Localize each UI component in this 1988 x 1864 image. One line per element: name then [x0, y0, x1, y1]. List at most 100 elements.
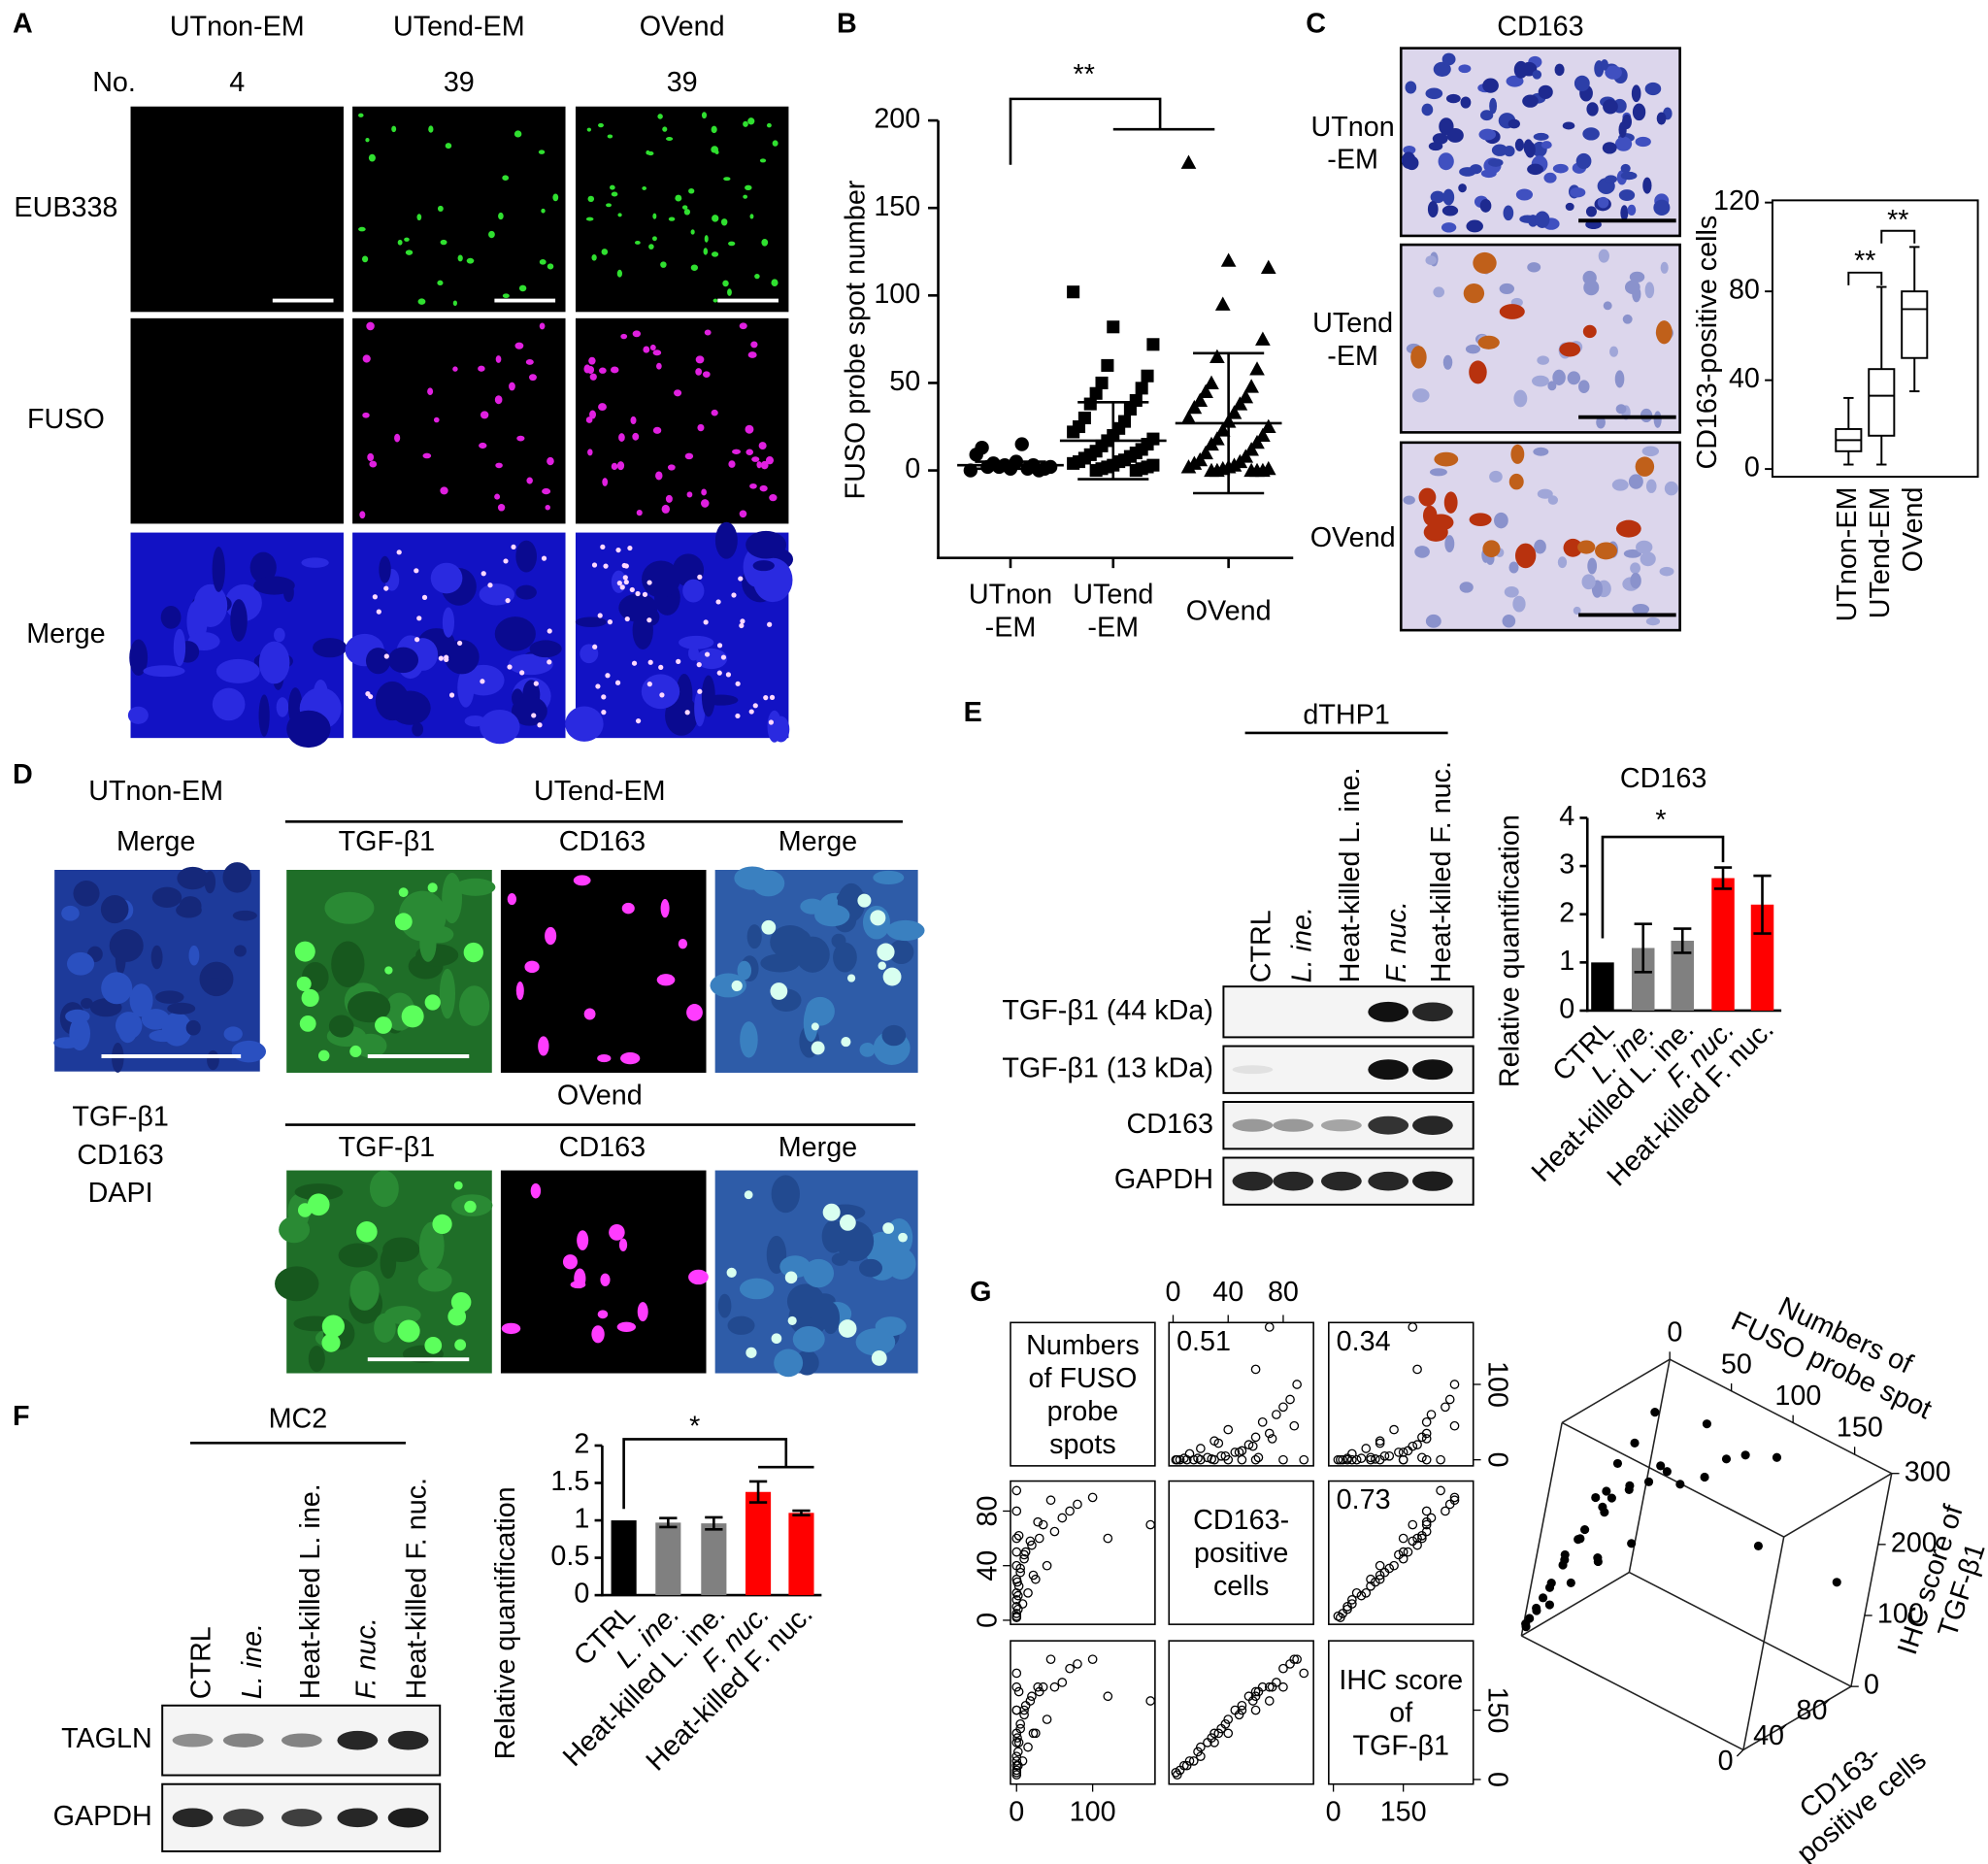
stain-spot	[101, 972, 133, 1005]
stain-spot	[585, 216, 594, 221]
data-point	[1196, 1742, 1206, 1752]
x-tick-label-box: UTend -EM	[1073, 579, 1153, 644]
stain-spot	[525, 359, 534, 365]
y-axis-label: Relative quantification	[1494, 815, 1525, 1087]
data-point-3d	[1702, 1419, 1711, 1429]
data-point	[1193, 1453, 1203, 1463]
stain-spot	[727, 288, 732, 296]
data-point	[1421, 1428, 1432, 1439]
stain-spot	[508, 653, 553, 676]
stain-spot	[712, 215, 719, 222]
data-point	[1417, 1452, 1427, 1463]
data-point	[1129, 464, 1143, 478]
data-point	[1389, 1560, 1399, 1571]
stain-spot	[652, 350, 662, 356]
micrograph	[130, 317, 344, 524]
group-label: dTHP1	[1303, 700, 1389, 731]
data-point	[1346, 1448, 1357, 1459]
stain-spot	[1630, 562, 1640, 575]
stain-spot	[422, 452, 432, 459]
stain-spot	[1441, 222, 1457, 233]
stain-spot	[494, 616, 536, 651]
data-point	[1186, 399, 1203, 415]
stain-spot	[1508, 118, 1520, 129]
blot-band	[1273, 1118, 1314, 1132]
stain-spot	[1614, 136, 1633, 151]
stain-spot	[1628, 474, 1643, 489]
stain-spot	[1533, 447, 1549, 456]
data-point	[1045, 1495, 1056, 1506]
stain-spot	[338, 1243, 379, 1268]
stain-spot	[786, 1283, 825, 1319]
data-point	[1015, 1718, 1025, 1729]
data-point	[1209, 1728, 1219, 1739]
data-point	[1267, 1434, 1277, 1444]
stain-spot	[1514, 543, 1537, 569]
stain-spot	[704, 329, 712, 336]
stain-spot	[635, 717, 642, 724]
stain-spot	[258, 641, 290, 684]
stain-spot	[552, 193, 559, 202]
stain-spot	[515, 540, 537, 573]
stain-spot	[1562, 121, 1575, 130]
stain-spot	[761, 919, 777, 935]
y-tick-label: 0	[972, 1613, 1003, 1628]
variable-label: Numbers of FUSO probe spots	[1026, 1328, 1140, 1459]
stain-spot	[575, 616, 607, 628]
stain-spot	[439, 968, 456, 1019]
stain-spot	[301, 557, 329, 568]
data-point	[1412, 1533, 1422, 1544]
blot-band	[1368, 1059, 1409, 1081]
data-point	[1065, 1663, 1075, 1674]
stain-spot	[207, 1049, 219, 1071]
stain-spot	[1653, 199, 1671, 216]
panel-label: C	[1306, 9, 1326, 40]
stain-spot	[607, 134, 613, 139]
stain-spot	[321, 1333, 341, 1352]
stain-spot	[279, 1215, 311, 1244]
stain-spot	[598, 403, 607, 411]
stain-spot	[697, 688, 703, 694]
stain-spot	[53, 1037, 81, 1048]
cube-edge	[1520, 1422, 1563, 1637]
stain-spot	[624, 616, 630, 622]
y-tick-label: 40	[1729, 363, 1760, 394]
stain-spot	[1582, 324, 1597, 339]
data-point	[1449, 1495, 1460, 1506]
stain-spot	[631, 660, 638, 666]
stain-spot	[803, 1258, 835, 1288]
stain-spot	[649, 344, 656, 351]
data-point-3d	[1560, 1549, 1570, 1560]
stain-spot	[526, 477, 533, 484]
stain-spot	[1586, 102, 1599, 116]
cube-edge	[1742, 1536, 1785, 1750]
data-point	[1237, 1705, 1247, 1715]
y-tick-label: 0	[1482, 1772, 1513, 1787]
matrix-cell	[1328, 1640, 1474, 1785]
data-point-3d	[1643, 1477, 1654, 1486]
stain-spot	[712, 298, 718, 303]
stain-spot	[565, 706, 604, 742]
stain-spot	[307, 1193, 330, 1216]
legend-entry: CD163	[77, 1140, 163, 1171]
stain-spot	[365, 691, 371, 697]
stain-spot	[294, 1183, 344, 1201]
data-point	[1038, 1519, 1048, 1530]
stain-spot	[1563, 538, 1583, 557]
stain-spot	[160, 605, 182, 629]
stain-spot	[711, 251, 719, 257]
stain-spot	[1458, 64, 1472, 74]
stain-spot	[428, 125, 434, 133]
stain-spot	[750, 341, 758, 349]
data-point	[1389, 1424, 1399, 1435]
stain-spot	[308, 1346, 325, 1373]
stain-spot	[739, 1278, 775, 1300]
stain-spot	[419, 924, 437, 962]
data-point	[1384, 1450, 1395, 1461]
stain-spot	[745, 184, 752, 190]
data-point	[1207, 1733, 1217, 1743]
stain-spot	[727, 1315, 755, 1335]
correlation: 0.51	[1176, 1326, 1231, 1357]
data-point	[1141, 369, 1154, 383]
y-tick-label: 0	[1744, 452, 1760, 483]
